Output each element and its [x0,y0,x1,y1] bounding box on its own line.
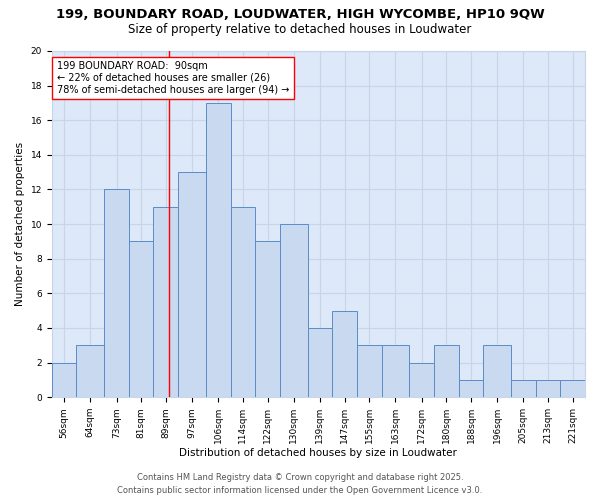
Bar [104,190,129,397]
Bar [409,362,434,397]
Bar [154,207,178,397]
Text: 199 BOUNDARY ROAD:  90sqm
← 22% of detached houses are smaller (26)
78% of semi-: 199 BOUNDARY ROAD: 90sqm ← 22% of detach… [57,62,289,94]
Text: Size of property relative to detached houses in Loudwater: Size of property relative to detached ho… [128,22,472,36]
Bar [308,328,332,397]
Bar [206,103,230,397]
Bar [280,224,308,397]
X-axis label: Distribution of detached houses by size in Loudwater: Distribution of detached houses by size … [179,448,457,458]
Bar [332,310,357,397]
Y-axis label: Number of detached properties: Number of detached properties [15,142,25,306]
Bar [483,346,511,397]
Text: Contains HM Land Registry data © Crown copyright and database right 2025.
Contai: Contains HM Land Registry data © Crown c… [118,474,482,495]
Bar [511,380,536,397]
Bar [536,380,560,397]
Bar [230,207,255,397]
Bar [129,242,154,397]
Bar [76,346,104,397]
Bar [255,242,280,397]
Text: 199, BOUNDARY ROAD, LOUDWATER, HIGH WYCOMBE, HP10 9QW: 199, BOUNDARY ROAD, LOUDWATER, HIGH WYCO… [56,8,544,20]
Bar [178,172,206,397]
Bar [52,362,76,397]
Bar [434,346,458,397]
Bar [560,380,585,397]
Bar [357,346,382,397]
Bar [458,380,483,397]
Bar [382,346,409,397]
